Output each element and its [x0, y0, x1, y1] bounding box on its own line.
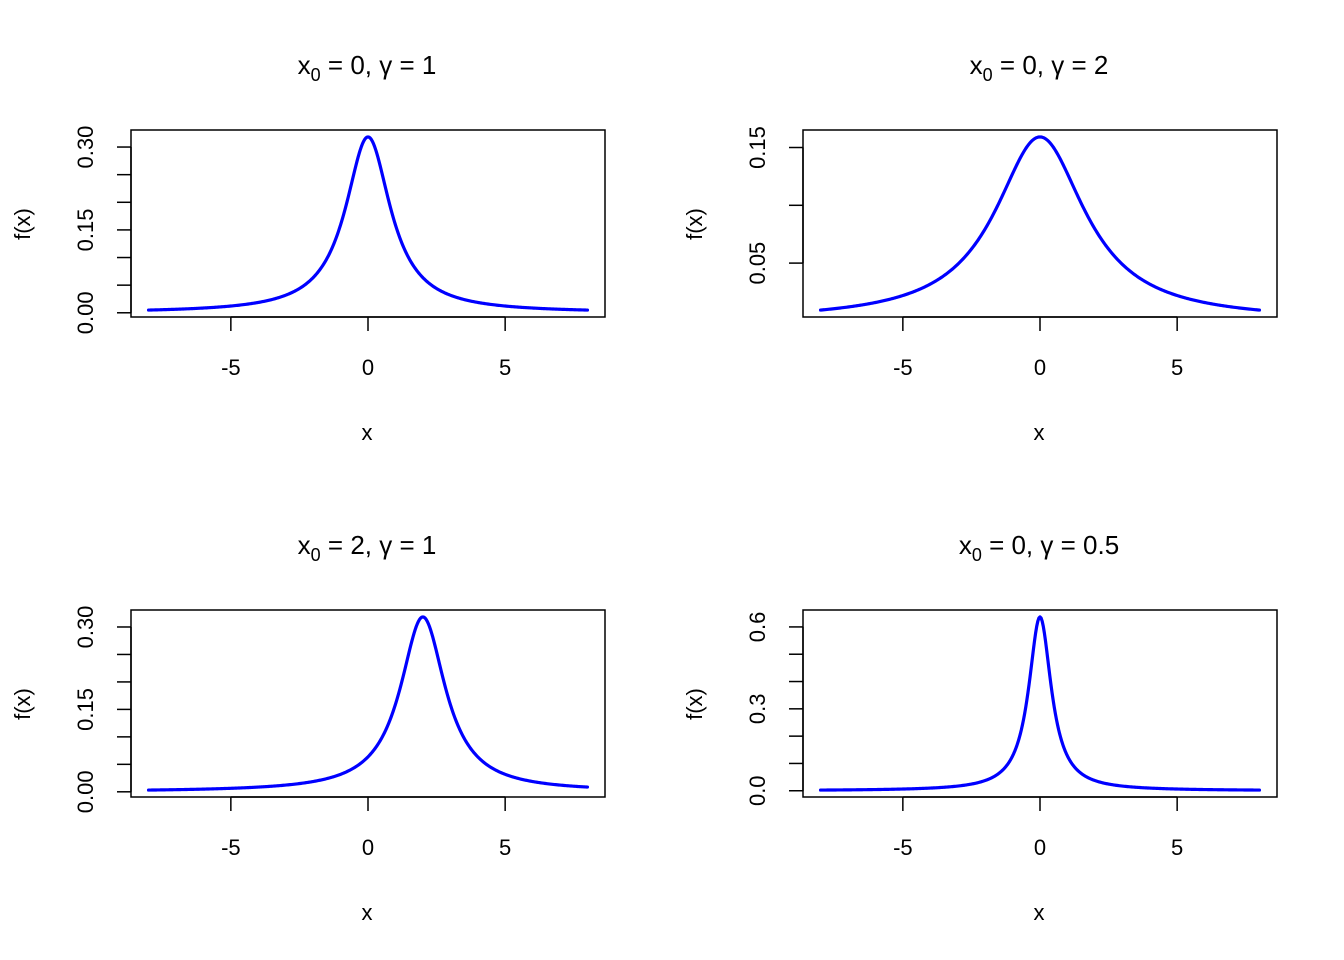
y-axis-label: f(x) — [682, 688, 707, 720]
title-rest: = 0, γ = 2 — [993, 50, 1109, 80]
y-axis-label: f(x) — [10, 208, 35, 240]
x-tick-label: 0 — [362, 835, 374, 860]
y-tick-label: 0.05 — [745, 242, 770, 285]
plot-frame — [802, 609, 1278, 798]
density-curve — [818, 615, 1262, 792]
x-tick-label: -5 — [221, 355, 241, 380]
x-tick-label: 5 — [499, 355, 511, 380]
title-rest: = 0, γ = 1 — [321, 50, 437, 80]
y-tick-label: 0.00 — [73, 770, 98, 813]
title-subscript: 0 — [972, 545, 982, 565]
x-tick-label: 5 — [1171, 835, 1183, 860]
y-tick-label: 0.3 — [745, 694, 770, 725]
density-curve — [146, 615, 590, 792]
x-axis-label: x — [1034, 420, 1045, 445]
title-variable: x — [298, 530, 311, 560]
chart-title: x0 = 0, γ = 1 — [298, 50, 437, 85]
panel-1: x0 = 0, γ = 1-5 0 5x0.000.150.30f(x) — [10, 50, 606, 445]
x-tick-label: 5 — [499, 835, 511, 860]
y-tick-label: 0.15 — [73, 208, 98, 251]
y-tick-label: 0.00 — [73, 291, 98, 334]
y-axis-label: f(x) — [682, 208, 707, 240]
panel-3: x0 = 2, γ = 1-5 0 5x0.000.150.30f(x) — [10, 530, 606, 925]
x-tick-label: -5 — [893, 835, 913, 860]
title-subscript: 0 — [311, 545, 321, 565]
y-tick-label: 0.15 — [73, 688, 98, 731]
panel-2: x0 = 0, γ = 2-5 0 5x0.050.15f(x) — [682, 50, 1278, 445]
plot-frame — [130, 129, 606, 318]
title-variable: x — [298, 50, 311, 80]
x-axis-label: x — [362, 420, 373, 445]
title-subscript: 0 — [983, 65, 993, 85]
title-rest: = 2, γ = 1 — [321, 530, 437, 560]
title-variable: x — [970, 50, 983, 80]
x-tick-label: -5 — [893, 355, 913, 380]
chart-title: x0 = 2, γ = 1 — [298, 530, 437, 565]
x-tick-label: -5 — [221, 835, 241, 860]
x-tick-label: 5 — [1171, 355, 1183, 380]
y-tick-label: 0.6 — [745, 612, 770, 643]
x-tick-label: 0 — [362, 355, 374, 380]
y-tick-label: 0.0 — [745, 775, 770, 806]
y-tick-label: 0.30 — [73, 606, 98, 649]
chart-title: x0 = 0, γ = 0.5 — [959, 530, 1119, 565]
x-axis-label: x — [1034, 900, 1045, 925]
plot-frame — [802, 129, 1278, 318]
x-axis-label: x — [362, 900, 373, 925]
x-tick-label: 0 — [1034, 355, 1046, 380]
plot-frame — [130, 609, 606, 798]
title-rest: = 0, γ = 0.5 — [982, 530, 1119, 560]
title-variable: x — [959, 530, 972, 560]
chart-title: x0 = 0, γ = 2 — [970, 50, 1109, 85]
y-tick-label: 0.30 — [73, 126, 98, 169]
panel-4: x0 = 0, γ = 0.5-5 0 5x0.00.30.6f(x) — [682, 530, 1278, 925]
x-tick-label: 0 — [1034, 835, 1046, 860]
y-tick-label: 0.15 — [745, 126, 770, 169]
y-axis-label: f(x) — [10, 688, 35, 720]
title-subscript: 0 — [311, 65, 321, 85]
density-curve — [146, 135, 590, 312]
density-curve — [818, 135, 1262, 312]
